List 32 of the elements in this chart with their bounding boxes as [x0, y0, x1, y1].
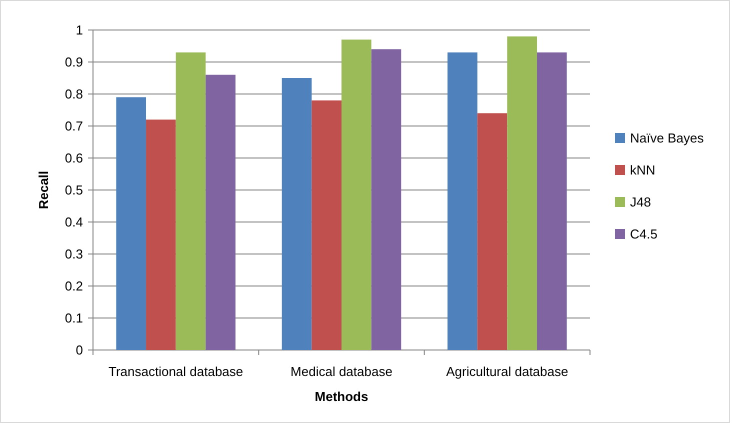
y-tick-label: 0.4: [64, 214, 83, 230]
y-tick-label: 0.3: [64, 246, 83, 262]
x-tick-label: Agricultural database: [446, 364, 568, 379]
bar: [282, 78, 312, 350]
legend-label: Naïve Bayes: [630, 130, 704, 146]
y-tick-label: 0: [76, 342, 83, 358]
bar: [206, 74, 236, 350]
bar: [448, 52, 478, 350]
legend-label: C4.5: [630, 226, 658, 242]
y-tick-label: 1: [76, 22, 83, 38]
bar: [536, 52, 567, 350]
x-tick-label: Transactional database: [108, 364, 244, 379]
y-tick-label: 0.6: [64, 150, 83, 166]
bar: [116, 97, 146, 350]
bar: [507, 36, 537, 350]
bar: [477, 113, 508, 350]
y-axis-title: Recall: [36, 170, 51, 210]
y-tick-label: 0.5: [64, 182, 83, 198]
y-tick-label: 0.8: [64, 86, 83, 102]
y-tick-label: 0.1: [64, 310, 83, 326]
legend-label: J48: [630, 194, 651, 210]
y-tick-label: 0.9: [64, 54, 83, 70]
bar: [342, 40, 372, 350]
bar: [146, 120, 176, 350]
x-tick-label: Medical database: [290, 364, 392, 379]
y-tick-label: 0.7: [64, 118, 83, 134]
x-axis-title: Methods: [314, 389, 368, 404]
bar: [312, 100, 342, 350]
y-tick-label: 0.2: [64, 278, 83, 294]
bar: [176, 52, 206, 350]
legend-label: kNN: [630, 162, 656, 178]
bar: [371, 49, 402, 350]
